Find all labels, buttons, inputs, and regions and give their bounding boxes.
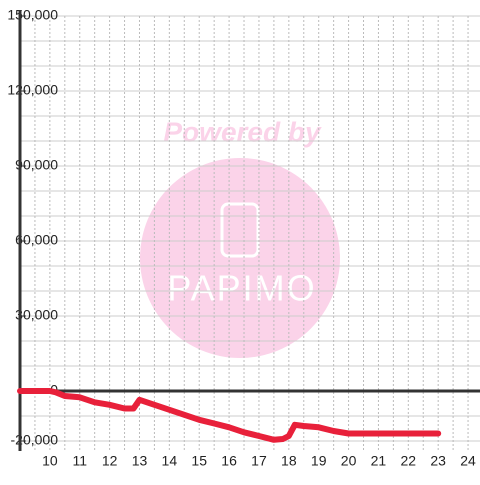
x-tick-label: 22 <box>401 453 417 469</box>
y-tick-label: 60,000 <box>15 232 58 248</box>
x-tick-label: 15 <box>191 453 207 469</box>
x-tick-label: 17 <box>251 453 267 469</box>
x-tick-label: 10 <box>42 453 58 469</box>
watermark-text: Powered by <box>163 116 322 147</box>
x-tick-label: 18 <box>281 453 297 469</box>
y-tick-label: -20,000 <box>11 432 59 448</box>
watermark-phone <box>220 202 260 258</box>
y-tick-label: 90,000 <box>15 157 58 173</box>
x-tick-label: 20 <box>341 453 357 469</box>
data-line <box>17 388 442 443</box>
y-tick-label: 30,000 <box>15 307 58 323</box>
x-tick-label: 14 <box>162 453 178 469</box>
x-tick-label: 12 <box>102 453 118 469</box>
y-tick-label: 120,000 <box>7 82 58 98</box>
watermark-circle <box>140 158 340 358</box>
x-tick-label: 19 <box>311 453 327 469</box>
x-tick-label: 24 <box>460 453 476 469</box>
y-tick-label: 150,000 <box>7 7 58 23</box>
x-tick-label: 16 <box>221 453 237 469</box>
x-tick-label: 11 <box>72 453 87 469</box>
x-tick-label: 21 <box>371 453 387 469</box>
x-tick-label: 13 <box>132 453 148 469</box>
x-tick-label: 23 <box>430 453 446 469</box>
watermark-logo: PAPIMO <box>167 268 316 309</box>
